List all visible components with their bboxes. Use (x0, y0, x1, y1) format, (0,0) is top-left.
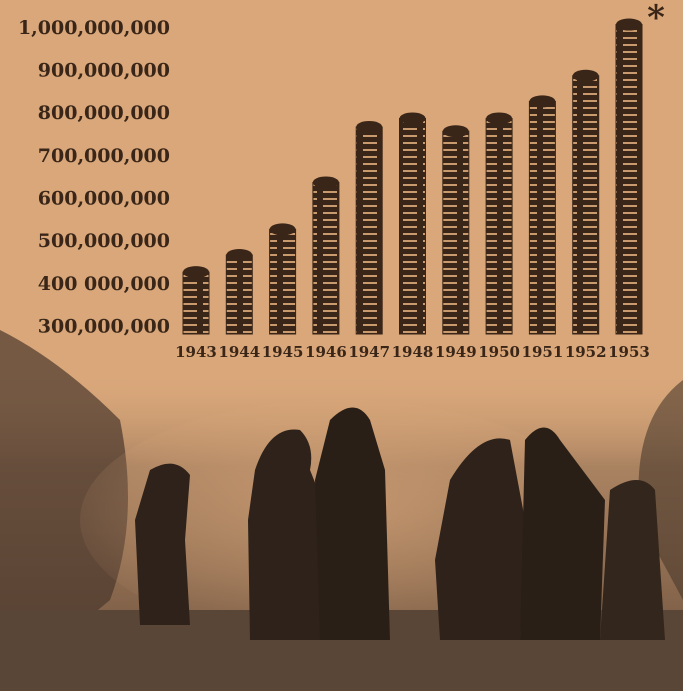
y-tick-label: 300,000,000 (38, 316, 170, 338)
y-tick-label: 600,000,000 (38, 188, 170, 210)
coin-top (269, 223, 296, 236)
bar (485, 117, 513, 335)
bar (312, 181, 340, 335)
bar (442, 130, 470, 335)
coin-top (616, 18, 642, 31)
y-tick-label: 1,000,000,000 (18, 17, 170, 39)
coin-top (486, 112, 513, 125)
x-tick-label: 1944 (218, 343, 260, 361)
x-tick-label: 1951 (522, 343, 564, 361)
coin-top (572, 69, 599, 82)
x-tick-label: 1950 (478, 343, 520, 361)
annotation: * (647, 0, 665, 38)
bar (399, 117, 426, 335)
x-tick-label: 1952 (565, 343, 607, 361)
bar (269, 228, 297, 335)
x-tick-label: 1953 (608, 343, 650, 361)
photo (0, 330, 683, 691)
bar (225, 254, 253, 335)
bar (615, 24, 643, 335)
bar (572, 75, 600, 335)
bar (355, 126, 383, 335)
coin-top (226, 249, 253, 262)
coin-top (399, 112, 426, 125)
x-tick-label: 1946 (305, 343, 347, 361)
x-tick-label: 1948 (392, 343, 434, 361)
x-tick-label: 1947 (348, 343, 390, 361)
coin-top (312, 176, 339, 189)
x-tick-label: 1949 (435, 343, 477, 361)
bar (182, 271, 210, 335)
coin-top (356, 120, 383, 133)
y-tick-label: 500,000,000 (38, 230, 170, 252)
coin-top (183, 266, 209, 279)
x-tick-label: 1943 (175, 343, 217, 361)
x-tick-label: 1945 (262, 343, 304, 361)
y-tick-label: 400 000,000 (38, 273, 170, 295)
y-tick-label: 700,000,000 (38, 145, 170, 167)
y-tick-label: 800,000,000 (38, 102, 170, 124)
coin-top (442, 125, 469, 138)
coin-top (529, 95, 556, 108)
y-tick-label: 900,000,000 (38, 59, 170, 81)
bar (528, 100, 556, 335)
